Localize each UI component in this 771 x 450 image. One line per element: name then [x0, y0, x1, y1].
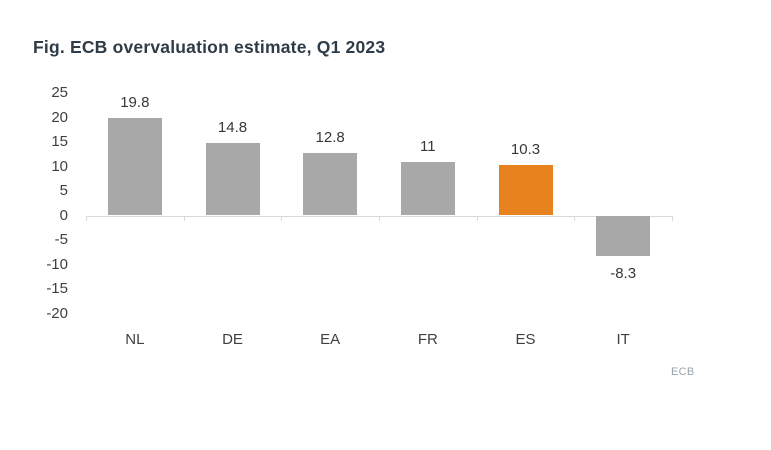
bar-value-label-ea: 12.8 — [315, 128, 345, 146]
axis-tick-mark — [184, 216, 185, 221]
y-axis-tick-label: -5 — [54, 231, 68, 248]
y-axis-tick-label: -15 — [46, 280, 68, 297]
y-axis-tick-label: 5 — [59, 182, 68, 199]
y-axis-tick-label: -10 — [46, 255, 68, 273]
chart-title: Fig. ECB overvaluation estimate, Q1 2023 — [33, 37, 386, 57]
bar-value-label-es: 10.3 — [510, 141, 541, 159]
y-axis-tick-label: 25 — [51, 84, 68, 101]
x-axis-category-label-fr: FR — [417, 331, 438, 348]
axis-tick-mark — [477, 216, 478, 221]
y-axis-tick-label: 0 — [59, 206, 68, 224]
bar-fr — [400, 161, 455, 216]
bar-value-label-nl: 19.8 — [120, 94, 150, 112]
y-axis-tick-label: 20 — [51, 108, 68, 126]
bar-es — [498, 165, 553, 216]
bar-ea — [303, 152, 358, 216]
x-axis-category-label-de: DE — [222, 331, 243, 348]
x-axis-category-label-it: IT — [616, 331, 630, 348]
axis-tick-mark — [281, 216, 282, 221]
axis-tick-mark — [86, 216, 87, 221]
axis-tick-mark — [379, 216, 380, 221]
source-label: ECB — [671, 366, 695, 378]
x-axis-category-label-es: ES — [515, 331, 536, 348]
axis-tick-mark — [574, 216, 575, 221]
x-axis-category-label-ea: EA — [320, 331, 341, 348]
bar-de — [205, 142, 260, 216]
bar-it — [596, 215, 651, 257]
bar-value-label-fr: 11 — [420, 137, 436, 155]
x-axis-category-label-nl: NL — [125, 331, 145, 348]
bar-nl — [107, 118, 162, 216]
bar-value-label-de: 14.8 — [217, 118, 248, 136]
bar-value-label-it: -8.3 — [610, 265, 637, 283]
y-axis-tick-label: -20 — [46, 304, 68, 322]
axis-tick-mark — [672, 216, 673, 221]
y-axis-tick-label: 10 — [51, 157, 68, 175]
y-axis-tick-label: 15 — [51, 133, 68, 150]
